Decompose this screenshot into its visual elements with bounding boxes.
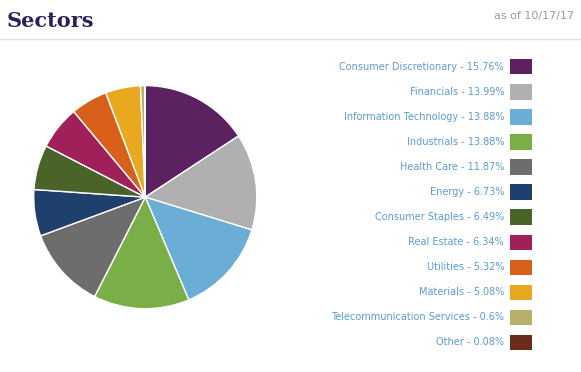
Wedge shape <box>74 93 145 197</box>
Bar <box>510 134 532 150</box>
Wedge shape <box>145 86 239 197</box>
Wedge shape <box>95 197 189 309</box>
Wedge shape <box>34 189 145 236</box>
Wedge shape <box>145 197 252 300</box>
Text: as of 10/17/17: as of 10/17/17 <box>494 11 574 21</box>
Text: Other - 0.08%: Other - 0.08% <box>436 337 504 347</box>
Bar <box>510 310 532 325</box>
Wedge shape <box>106 86 145 197</box>
Text: Financials - 13.99%: Financials - 13.99% <box>410 87 504 97</box>
Text: Real Estate - 6.34%: Real Estate - 6.34% <box>408 237 504 247</box>
Bar <box>510 335 532 350</box>
Text: Materials - 5.08%: Materials - 5.08% <box>419 287 504 297</box>
Bar <box>510 209 532 225</box>
Text: Health Care - 11.87%: Health Care - 11.87% <box>400 162 504 172</box>
Text: Telecommunication Services - 0.6%: Telecommunication Services - 0.6% <box>331 312 504 323</box>
Bar <box>510 234 532 250</box>
Text: Consumer Staples - 6.49%: Consumer Staples - 6.49% <box>375 212 504 222</box>
Bar <box>510 185 532 200</box>
Wedge shape <box>145 136 257 230</box>
Bar <box>510 59 532 74</box>
Text: Industrials - 13.88%: Industrials - 13.88% <box>407 137 504 147</box>
Wedge shape <box>34 146 145 197</box>
Wedge shape <box>41 197 145 296</box>
Text: Sectors: Sectors <box>7 11 95 31</box>
Bar <box>510 260 532 275</box>
Text: Utilities - 5.32%: Utilities - 5.32% <box>426 262 504 272</box>
Text: Information Technology - 13.88%: Information Technology - 13.88% <box>343 112 504 122</box>
Bar <box>510 159 532 175</box>
Wedge shape <box>46 112 145 197</box>
Text: Energy - 6.73%: Energy - 6.73% <box>429 187 504 197</box>
Text: Consumer Discretionary - 15.76%: Consumer Discretionary - 15.76% <box>339 62 504 72</box>
Wedge shape <box>141 86 145 197</box>
Bar <box>510 109 532 125</box>
Bar <box>510 285 532 300</box>
Bar <box>510 84 532 99</box>
